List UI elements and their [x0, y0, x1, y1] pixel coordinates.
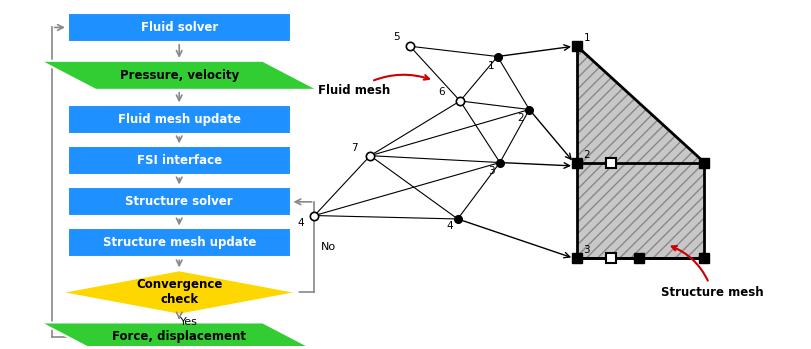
Text: 3: 3 — [582, 245, 590, 255]
Text: 3: 3 — [487, 166, 494, 176]
FancyBboxPatch shape — [67, 146, 290, 175]
Text: 4: 4 — [298, 218, 304, 228]
Text: Convergence
check: Convergence check — [136, 279, 222, 306]
FancyBboxPatch shape — [67, 228, 290, 258]
Text: 2: 2 — [582, 150, 590, 159]
Polygon shape — [40, 61, 318, 90]
Text: 7: 7 — [350, 143, 357, 153]
Text: Yes: Yes — [179, 318, 197, 327]
Text: 5: 5 — [393, 32, 399, 42]
Text: 1: 1 — [582, 33, 590, 43]
Polygon shape — [40, 322, 318, 349]
FancyBboxPatch shape — [67, 13, 290, 42]
Text: Force, displacement: Force, displacement — [112, 331, 246, 343]
Text: Structure mesh: Structure mesh — [660, 246, 762, 299]
Text: Fluid mesh: Fluid mesh — [318, 75, 428, 97]
FancyBboxPatch shape — [67, 187, 290, 216]
Text: FSI interface: FSI interface — [136, 154, 221, 167]
Polygon shape — [60, 270, 298, 315]
Polygon shape — [577, 46, 703, 258]
Text: 2: 2 — [517, 113, 523, 123]
Text: Fluid solver: Fluid solver — [140, 21, 217, 34]
Text: Structure solver: Structure solver — [125, 195, 233, 208]
Text: 4: 4 — [446, 222, 453, 231]
Text: 6: 6 — [438, 87, 444, 97]
Text: Fluid mesh update: Fluid mesh update — [118, 113, 240, 126]
FancyBboxPatch shape — [67, 105, 290, 134]
Text: Pressure, velocity: Pressure, velocity — [119, 69, 238, 82]
Text: Structure mesh update: Structure mesh update — [102, 236, 255, 250]
Text: 1: 1 — [487, 61, 494, 71]
Text: No: No — [320, 242, 336, 252]
